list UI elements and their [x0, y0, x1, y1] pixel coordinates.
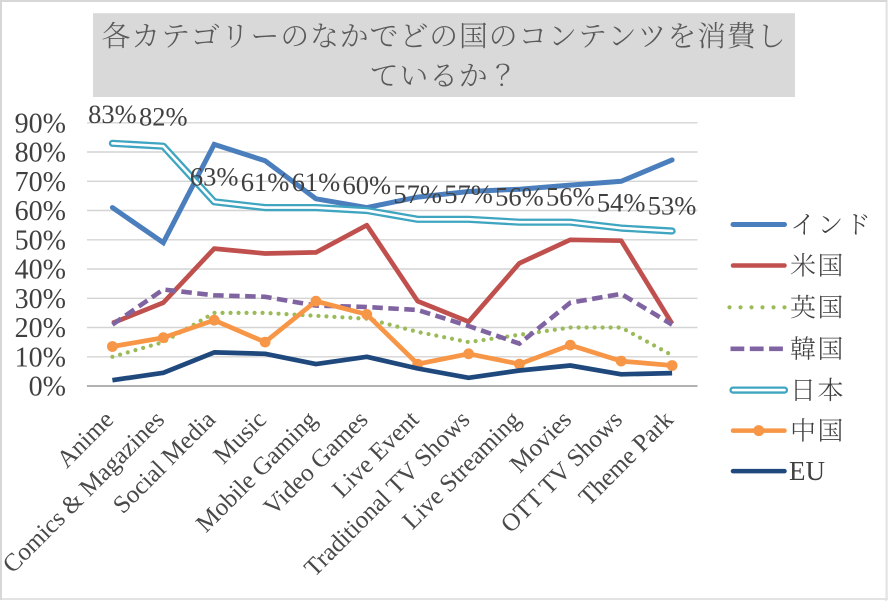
svg-text:53%: 53%	[648, 191, 697, 221]
svg-text:90%: 90%	[15, 108, 66, 139]
svg-text:40%: 40%	[15, 255, 66, 286]
svg-text:0%: 0%	[29, 372, 66, 403]
svg-text:30%: 30%	[15, 284, 66, 315]
svg-text:56%: 56%	[546, 182, 595, 212]
svg-text:10%: 10%	[15, 342, 66, 373]
svg-text:80%: 80%	[15, 138, 66, 169]
svg-text:57%: 57%	[393, 179, 442, 209]
svg-text:70%: 70%	[15, 167, 66, 198]
svg-text:56%: 56%	[495, 182, 544, 212]
svg-text:20%: 20%	[15, 313, 66, 344]
svg-text:60%: 60%	[343, 170, 392, 200]
svg-text:54%: 54%	[597, 188, 646, 218]
svg-text:82%: 82%	[139, 102, 188, 132]
svg-text:83%: 83%	[88, 99, 137, 129]
svg-text:50%: 50%	[15, 225, 66, 256]
svg-text:60%: 60%	[15, 196, 66, 227]
svg-text:57%: 57%	[444, 179, 493, 209]
svg-text:61%: 61%	[292, 167, 341, 197]
svg-text:61%: 61%	[241, 167, 290, 197]
svg-text:EU: EU	[789, 456, 825, 486]
svg-text:63%: 63%	[190, 161, 239, 191]
